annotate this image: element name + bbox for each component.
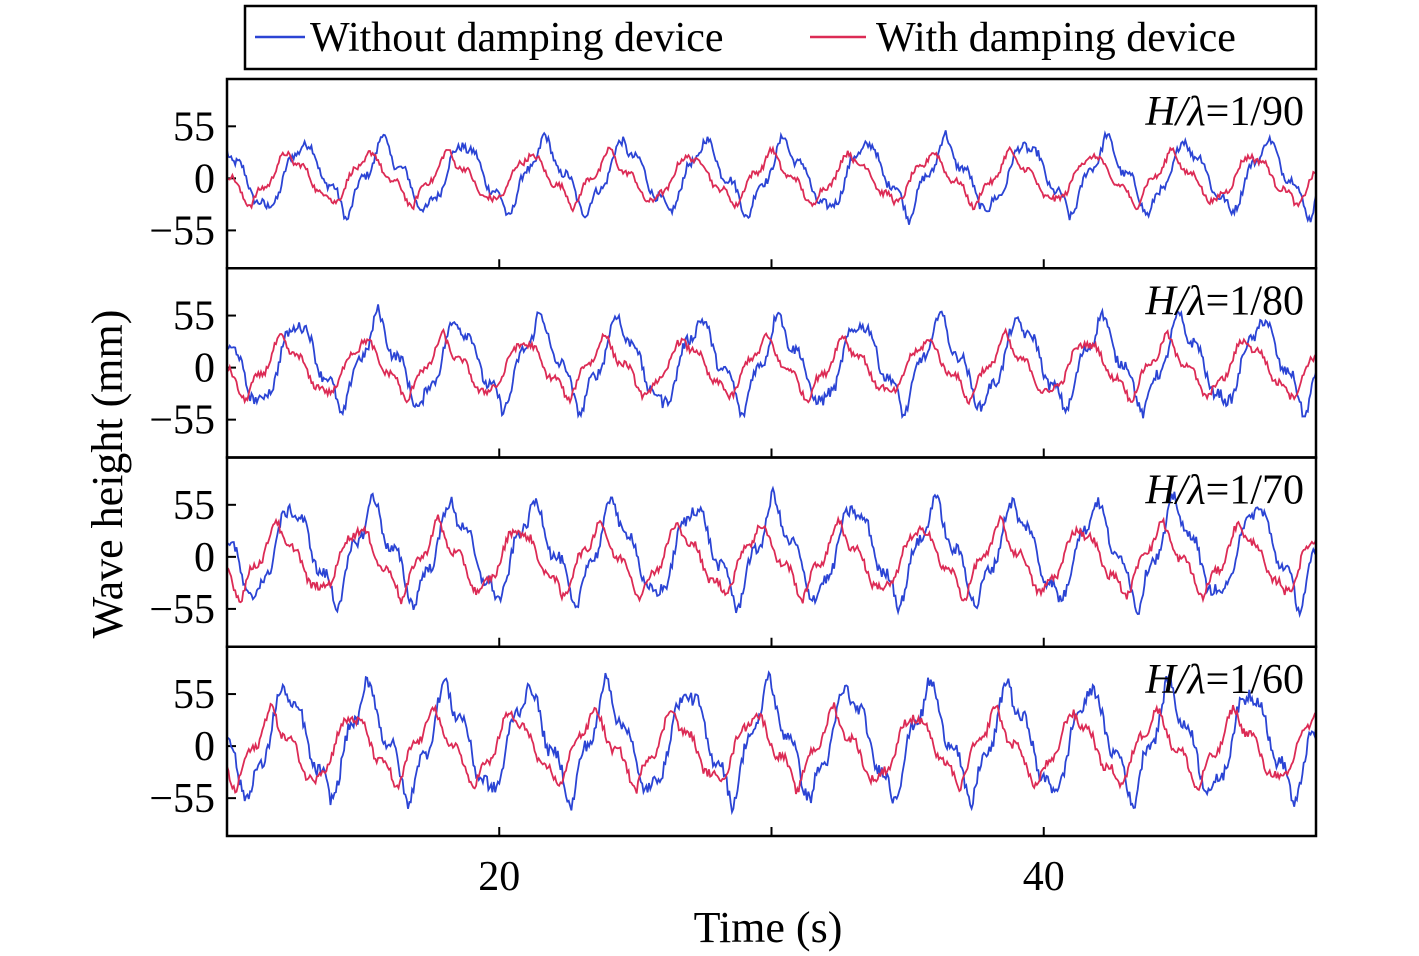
y-tick-label: −55 — [149, 776, 215, 822]
panel-label-value: =1/80 — [1206, 278, 1304, 324]
x-axis: 20 40 — [478, 854, 1065, 900]
panel-label-value: =1/60 — [1206, 657, 1304, 703]
panel-2: 55 0 −55 H/λ=1/80 — [149, 267, 1318, 459]
panels: 550−55H/λ=1/90550−55H/λ=1/80550−55H/λ=1/… — [149, 77, 1318, 838]
y-tick-label: 0 — [194, 346, 215, 392]
series-line-with-damping — [227, 514, 1316, 605]
panel-label: H/λ=1/70 — [1144, 468, 1304, 514]
legend-label-with-damping: With damping device — [876, 15, 1236, 61]
panel-3: 55 0 −55 H/λ=1/70 — [149, 456, 1318, 648]
panel-label: H/λ=1/60 — [1144, 657, 1304, 703]
panel-label-value: =1/70 — [1206, 468, 1304, 514]
series-line-without-damping — [227, 485, 1316, 619]
panel-4: 55 0 −55 H/λ=1/60 — [149, 645, 1318, 838]
panel-label-ratio: H/λ — [1144, 89, 1205, 135]
legend-label-without-damping: Without damping device — [310, 15, 724, 61]
y-tick-label: 55 — [173, 294, 215, 340]
y-tick-label: 0 — [194, 156, 215, 202]
y-tick-label: 55 — [173, 672, 215, 718]
series-line-without-damping — [227, 670, 1316, 816]
x-tick-label: 40 — [1023, 854, 1065, 900]
panel-label: H/λ=1/80 — [1144, 278, 1304, 324]
y-tick-label: 55 — [173, 104, 215, 150]
legend-box — [243, 4, 1318, 71]
y-axis-title: Wave height (mm) — [83, 310, 132, 639]
y-tick-label: 0 — [194, 535, 215, 581]
series-line-with-damping — [227, 327, 1316, 406]
y-tick-label: −55 — [149, 208, 215, 254]
x-tick-label: 20 — [478, 854, 520, 900]
panel-label-ratio: H/λ — [1144, 278, 1205, 324]
series-line-with-damping — [227, 702, 1316, 795]
panel-label: H/λ=1/90 — [1144, 89, 1304, 135]
y-tick-label: −55 — [149, 587, 215, 633]
panel-label-ratio: H/λ — [1144, 468, 1205, 514]
panel-label-ratio: H/λ — [1144, 657, 1205, 703]
x-axis-title: Time (s) — [694, 903, 843, 952]
panel-1: 55 0 −55 H/λ=1/90 — [149, 77, 1318, 270]
y-tick-label: 55 — [173, 483, 215, 529]
panel-label-value: =1/90 — [1206, 89, 1304, 135]
y-tick-label: −55 — [149, 398, 215, 444]
y-tick-label: 0 — [194, 724, 215, 770]
legend: Without damping device With damping devi… — [243, 4, 1318, 71]
series-line-with-damping — [227, 145, 1316, 213]
series-line-without-damping — [227, 130, 1316, 225]
